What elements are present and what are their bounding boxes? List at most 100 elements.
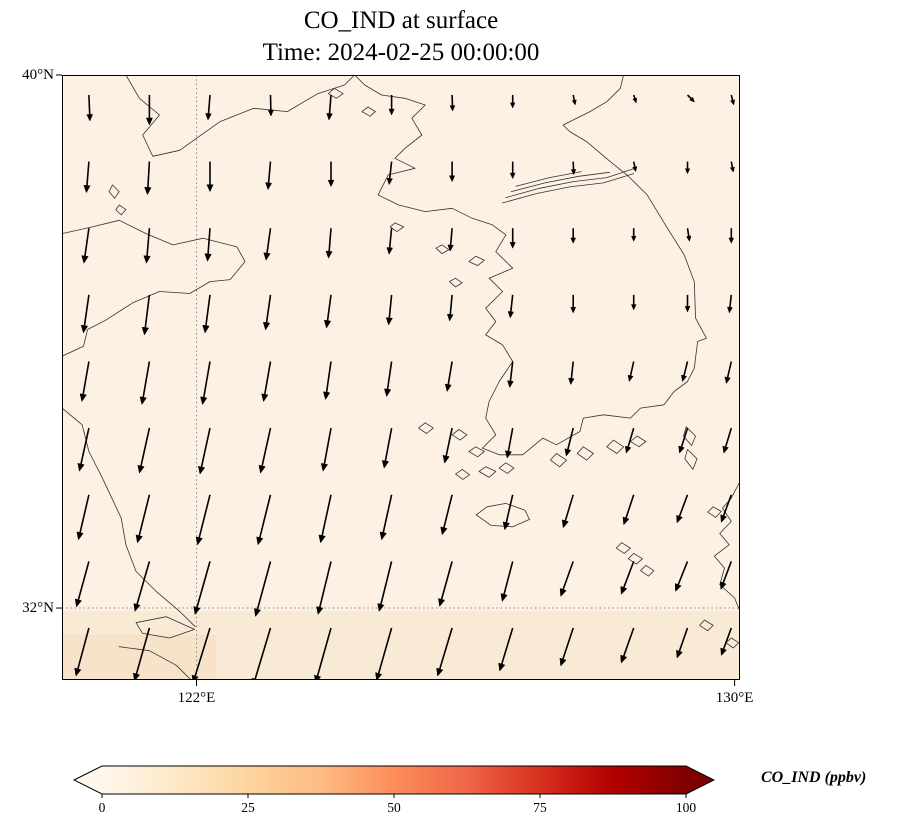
coastline-miaodao-island-2 [115, 204, 127, 216]
wind-arrow [564, 427, 574, 457]
coastline-south-island-1 [549, 453, 567, 468]
wind-arrow [202, 294, 211, 334]
coastline-han-imjin-river-1 [502, 173, 635, 204]
wind-arrow [386, 161, 393, 186]
coastline-liaodong-peninsula [125, 75, 355, 157]
wind-arrow [145, 95, 153, 126]
coastline-se-island-2 [725, 637, 740, 649]
coastline-sw-island-1 [418, 422, 434, 434]
wind-arrow [632, 94, 638, 104]
wind-arrow [144, 161, 152, 196]
wind-arrow [76, 494, 90, 541]
wind-arrow [446, 294, 454, 322]
wind-arrow [498, 627, 514, 672]
wind-arrow [627, 361, 635, 383]
wind-arrow [195, 494, 211, 546]
wind-arrow [724, 361, 733, 385]
wind-arrow [316, 561, 332, 615]
wind-arrow [686, 94, 695, 103]
wind-arrow [676, 627, 689, 659]
wind-arrow [504, 427, 514, 459]
coastline-goto-island-3 [640, 565, 655, 577]
wind-arrow [509, 228, 516, 249]
wind-arrow [139, 361, 151, 406]
map-plot [56, 74, 740, 686]
wind-arrow [83, 161, 91, 194]
wind-arrow [730, 94, 736, 106]
wind-arrow [436, 627, 453, 677]
wind-arrow [132, 627, 151, 680]
wind-arrow [727, 294, 733, 314]
wind-arrow [510, 95, 516, 109]
wind-arrow [570, 228, 576, 244]
wind-arrow [507, 361, 514, 389]
wind-arrow [676, 494, 689, 524]
wind-arrow [137, 427, 151, 474]
co-field-background [62, 75, 740, 680]
wind-arrow [720, 494, 733, 523]
wind-arrow [79, 361, 90, 403]
y-axis-tick-label: 40°N [22, 67, 54, 83]
wind-arrow [449, 94, 456, 112]
wind-arrow [267, 94, 274, 117]
coastline-sw-island-4 [478, 466, 497, 478]
coastline-goto-island-2 [627, 553, 643, 565]
wind-arrow [206, 161, 214, 193]
colorbar-tick-label: 75 [533, 800, 547, 815]
coastline-yalu-island-2 [361, 106, 376, 117]
coastline-se-island-1 [699, 619, 714, 632]
wind-arrow [631, 294, 637, 311]
coastline-jeju-island [475, 503, 530, 528]
wind-arrow [200, 361, 211, 406]
wind-arrow [684, 294, 691, 313]
wind-arrow [253, 561, 272, 617]
wind-arrow [326, 94, 333, 121]
wind-arrow [507, 294, 515, 319]
wind-arrow [141, 294, 151, 336]
wind-arrow [500, 561, 514, 602]
coastline-tsushima-north [683, 426, 696, 446]
wind-arrow [442, 427, 453, 464]
wind-arrow [620, 627, 635, 664]
wind-arrow [388, 95, 395, 116]
wind-arrow [325, 228, 333, 259]
wind-arrow [327, 161, 335, 188]
x-axis-tick-label: 122°E [177, 690, 216, 706]
coastline-south-island-2 [576, 446, 594, 461]
wind-arrow [449, 161, 456, 183]
coastline-yangtze-south-bank [118, 646, 192, 680]
coastlines-layer [62, 75, 740, 680]
wind-arrow [571, 94, 577, 106]
wind-arrow [678, 427, 689, 454]
wind-arrow [265, 161, 273, 191]
colorbar-tick-label: 25 [241, 800, 255, 815]
wind-arrow [438, 561, 453, 607]
coastline-sw-island-2 [451, 429, 468, 441]
colorbar-gradient-bar [73, 765, 715, 795]
coastline-miaodao-island-1 [108, 184, 120, 199]
coastline-iki-island [707, 506, 722, 518]
wind-arrow [440, 494, 453, 536]
wind-arrow [77, 427, 90, 472]
wind-arrow [320, 427, 332, 472]
colorbar-tick-label: 50 [387, 800, 401, 815]
coastline-west-island-2 [435, 244, 450, 254]
wind-vectors-layer [74, 94, 736, 680]
wind-arrow [261, 361, 272, 403]
coastline-sw-island-5 [455, 469, 470, 480]
plot-title-block: CO_IND at surface Time: 2024-02-25 00:00… [62, 5, 740, 69]
coastline-south-island-3 [606, 439, 624, 454]
wind-arrow [318, 494, 332, 544]
wind-arrow [559, 627, 574, 667]
wind-arrow [193, 561, 211, 615]
wind-arrow [622, 494, 635, 526]
coastline-sw-island-6 [498, 462, 515, 474]
colorbar-tick-label: 100 [676, 800, 697, 815]
coastline-west-island-4 [449, 277, 463, 288]
wind-arrow [135, 494, 151, 544]
coastline-han-imjin-river-4 [515, 171, 582, 187]
coastline-chongming-island [135, 616, 195, 639]
coastline-goto-island-1 [615, 542, 631, 554]
plot-subtitle: Time: 2024-02-25 00:00:00 [262, 39, 540, 66]
